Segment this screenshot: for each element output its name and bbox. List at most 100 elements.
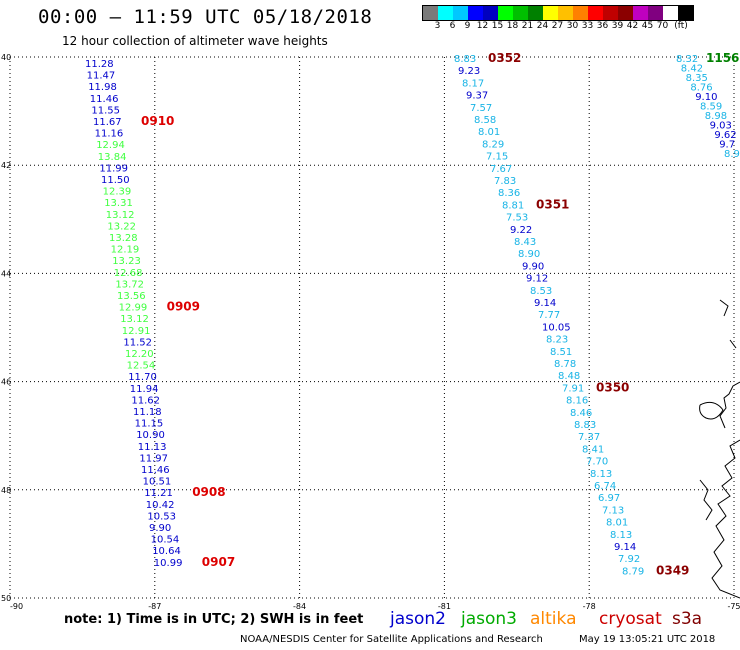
colorbar-swatch: [528, 6, 543, 20]
swh-value: 12.99: [119, 303, 148, 314]
swh-value: 9.03: [710, 121, 732, 132]
coastline: [719, 299, 729, 317]
colorbar-label: 33: [581, 21, 594, 31]
colorbar-swatch: [498, 6, 513, 20]
swh-value: 10.53: [147, 511, 176, 522]
colorbar-label: 15: [491, 21, 504, 31]
swh-value: 7.57: [470, 103, 492, 114]
swh-value: 8.81: [502, 200, 524, 211]
swh-value: 11.13: [138, 442, 167, 453]
swh-value: 12.68: [114, 268, 143, 279]
time-label: 0909: [167, 300, 200, 314]
swh-value: 8.43: [514, 237, 536, 248]
swh-value: 8.83: [454, 54, 476, 65]
swh-value: 8.51: [550, 347, 572, 358]
colorbar-swatch: [573, 6, 588, 20]
swh-value: 11.50: [101, 175, 130, 186]
swh-value: 11.28: [85, 59, 114, 70]
swh-value: 13.22: [107, 221, 136, 232]
swh-value: 8.90: [518, 249, 540, 260]
swh-value: 7.15: [486, 152, 508, 163]
swh-value: 9.62: [714, 130, 736, 141]
legend-altika: altika: [530, 609, 577, 629]
swh-value: 8.13: [610, 530, 632, 541]
colorbar-label: 21: [521, 21, 534, 31]
time-label: 0351: [536, 197, 569, 211]
colorbar-swatch: [543, 6, 558, 20]
lat-tick-label: 40: [1, 53, 11, 62]
swh-value: 11.67: [93, 117, 122, 128]
colorbar-swatch: [648, 6, 663, 20]
swh-value: 8.17: [462, 78, 484, 89]
swh-value: 11.47: [87, 71, 116, 82]
swh-value: 9.90: [522, 261, 544, 272]
swh-value: 7.67: [490, 164, 512, 175]
swh-value: 8.76: [690, 83, 712, 94]
swh-value: 7.77: [538, 310, 560, 321]
colorbar-label: 42: [626, 21, 639, 31]
swh-value: 8.78: [554, 359, 576, 370]
colorbar-swatch: [678, 6, 693, 20]
lon-tick-label: -84: [293, 602, 306, 611]
colorbar-label: 39: [611, 21, 624, 31]
swh-value: 11.52: [123, 337, 152, 348]
swh-value: 9.7: [719, 140, 735, 151]
swh-value: 8.48: [558, 371, 580, 382]
swh-value: 13.28: [109, 233, 138, 244]
colorbar-label: 45: [641, 21, 654, 31]
swh-value: 13.56: [117, 291, 146, 302]
swh-value: 8.01: [606, 518, 628, 529]
swh-value: 8.83: [574, 420, 596, 431]
colorbar-label: 3: [434, 21, 441, 31]
lon-tick-label: -75: [727, 602, 740, 611]
swh-value: 12.54: [127, 361, 156, 372]
colorbar-swatch: [483, 6, 498, 20]
swh-value: 12.20: [125, 349, 154, 360]
swh-value: 8.35: [686, 73, 708, 84]
swh-value: 7.91: [562, 383, 584, 394]
swh-value: 8.32: [676, 54, 698, 65]
swh-value: 8.79: [622, 566, 644, 577]
colorbar-units: (ft): [674, 21, 688, 31]
colorbar-swatch: [663, 6, 678, 20]
swh-value: 11.94: [130, 384, 159, 395]
time-label: 0350: [596, 380, 629, 394]
swh-value: 8.98: [705, 111, 727, 122]
swh-value: 8.29: [482, 139, 504, 150]
colorbar-label: 9: [464, 21, 471, 31]
swh-value: 6.97: [598, 493, 620, 504]
swh-value: 11.98: [88, 82, 117, 93]
swh-value: 10.90: [136, 430, 165, 441]
time-label: 1156: [706, 51, 739, 65]
colorbar-label: 24: [536, 21, 549, 31]
swh-value: 11.46: [141, 465, 170, 476]
swh-value: 8.46: [570, 408, 592, 419]
lat-tick-label: 50: [1, 594, 11, 603]
swh-value: 8.13: [590, 469, 612, 480]
swh-value: 8.23: [546, 335, 568, 346]
swh-value: 12.39: [103, 187, 132, 198]
lon-tick-label: -81: [438, 602, 451, 611]
swh-value: 8.9: [724, 149, 740, 160]
swh-value: 8.16: [566, 396, 588, 407]
lat-tick-label: 44: [1, 269, 11, 278]
colorbar-swatch: [423, 6, 438, 20]
lon-tick-label: -90: [10, 602, 23, 611]
swh-value: 11.18: [133, 407, 162, 418]
swh-value: 11.21: [144, 488, 173, 499]
swh-value: 8.41: [582, 444, 604, 455]
swh-value: 10.42: [146, 500, 175, 511]
swh-value: 12.19: [111, 245, 140, 256]
swh-value: 8.01: [478, 127, 500, 138]
colorbar-label: 18: [506, 21, 519, 31]
lat-tick-label: 46: [1, 378, 11, 387]
colorbar: [422, 5, 694, 21]
colorbar-swatch: [453, 6, 468, 20]
swh-value: 9.22: [510, 225, 532, 236]
swh-value: 11.16: [95, 129, 124, 140]
time-label: 0349: [656, 563, 689, 577]
swh-value: 13.12: [120, 314, 149, 325]
swh-value: 13.12: [106, 210, 135, 221]
footnote: note: 1) Time is in UTC; 2) SWH is in fe…: [64, 612, 364, 627]
page-subtitle: 12 hour collection of altimeter wave hei…: [62, 34, 328, 48]
